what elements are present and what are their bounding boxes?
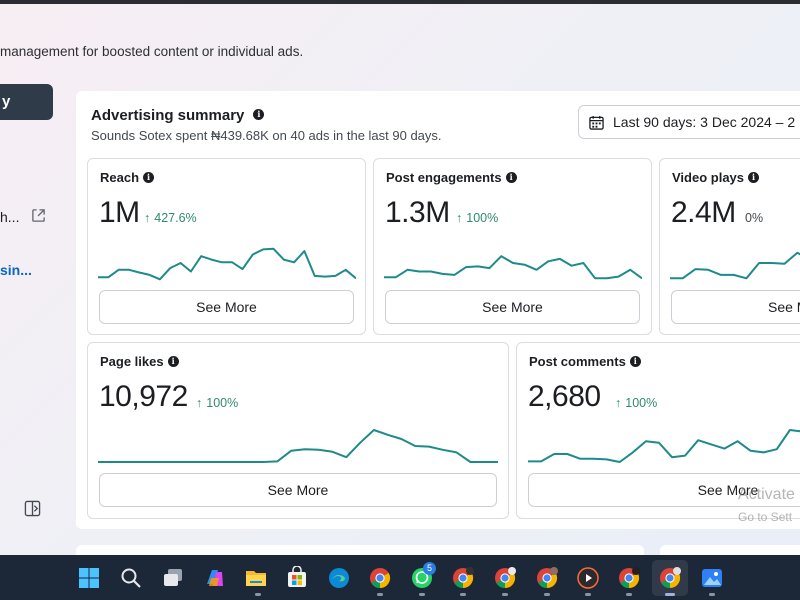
see-more-button[interactable]: See More [99,290,354,324]
advertising-summary-title: Advertising summary i [91,107,265,124]
running-indicator [585,593,591,596]
chrome-profile-icon[interactable] [535,566,559,590]
metric-title-text: Post comments [529,354,626,369]
arrow-up-icon: ↑ [456,211,463,225]
metric-value: 2.4M [671,196,736,229]
info-icon[interactable]: i [629,356,641,368]
metric-change: ↑ 100% [196,396,238,410]
sparkline-path [98,429,498,463]
running-indicator [626,593,632,596]
info-icon[interactable]: i [143,172,155,184]
metric-change: ↑ 100% [456,211,498,225]
date-range-label: Last 90 days: 3 Dec 2024 – 2 M [613,114,800,130]
info-icon[interactable]: i [167,356,179,368]
metric-title-text: Video plays [672,170,745,185]
edge-icon[interactable] [327,566,351,590]
metric-title-text: Post engagements [386,170,502,185]
date-range-button[interactable]: Last 90 days: 3 Dec 2024 – 2 M [578,105,800,139]
metric-value: 2,680 [528,380,601,413]
see-more-button[interactable]: See More [385,290,640,324]
copilot-icon[interactable] [203,566,227,590]
activate-windows-subtext: Go to Sett [738,510,793,524]
arrow-up-icon: ↑ [615,396,622,410]
chrome-icon[interactable] [368,566,392,590]
see-more-button[interactable]: See M [671,290,800,324]
metric-card-post-comments: Post comments i 2,680 ↑ 100% See More [516,342,800,519]
activate-windows-watermark: Activate [738,486,795,503]
running-indicator [377,593,383,596]
metric-title-text: Page likes [100,354,164,369]
file-explorer-icon[interactable] [244,566,268,590]
metric-change-value: 100% [466,211,499,225]
page-likes-sparkline [98,429,498,463]
sparkline-path [98,247,356,281]
search-icon[interactable] [119,566,143,590]
metric-title: Page likes i [100,354,179,369]
arrow-up-icon: ↑ [144,211,151,225]
summary-title-text: Advertising summary [91,107,245,124]
metric-card-page-likes: Page likes i 10,972 ↑ 100% See More [87,342,509,519]
summary-description: Sounds Sotex spent ₦439.68K on 40 ads in… [91,128,442,143]
sparkline-path [384,255,642,280]
info-icon[interactable]: i [748,172,760,184]
metric-change: ↑ 100% [615,396,657,410]
chrome-profile-icon[interactable] [451,566,475,590]
sparkline-path [670,251,800,280]
running-indicator [419,593,425,596]
reach-sparkline [98,247,356,281]
post-comments-sparkline [528,429,800,463]
windows-start-icon[interactable] [77,566,101,590]
video-plays-sparkline [670,251,800,280]
left-primary-button[interactable]: y [0,84,53,120]
chrome-profile-icon[interactable] [493,566,517,590]
metric-value: 10,972 [99,380,188,413]
panel-toggle-icon[interactable] [24,500,41,517]
photos-icon[interactable] [700,566,724,590]
notification-badge: 5 [423,562,436,575]
metric-title-text: Reach [100,170,140,185]
calendar-icon [589,115,604,130]
left-nav-link[interactable]: sin... [0,262,32,278]
metric-change-value: 427.6% [154,211,197,225]
metric-change: ↑ 427.6% [144,211,197,225]
sparkline-path [528,429,800,463]
metric-change-value: 100% [625,396,658,410]
metric-change-value: 100% [206,396,239,410]
metric-card-reach: Reach i 1M ↑ 427.6% See More [87,158,366,335]
running-indicator [460,593,466,596]
chrome-profile-icon[interactable] [617,566,641,590]
running-indicator [544,593,550,596]
info-icon[interactable]: i [505,172,517,184]
microsoft-store-icon[interactable] [285,566,309,590]
info-icon[interactable]: i [253,108,265,120]
page-subtitle: management for boosted content or indivi… [0,44,304,59]
task-view-icon[interactable] [161,566,185,590]
top-bar [0,0,800,4]
see-more-button[interactable]: See More [528,473,800,507]
running-indicator [255,593,261,596]
metric-title: Reach i [100,170,155,185]
metric-title: Post comments i [529,354,641,369]
metric-value: 1.3M [385,196,450,229]
running-indicator [502,593,508,596]
post-engagements-sparkline [384,255,642,280]
chrome-profile-icon[interactable] [658,566,682,590]
metric-title: Post engagements i [386,170,517,185]
external-link-icon[interactable] [31,208,46,223]
running-indicator [709,593,715,596]
left-nav-item[interactable]: h... [0,209,20,225]
metric-title: Video plays i [672,170,760,185]
metric-value: 1M [99,196,140,229]
arrow-up-icon: ↑ [196,396,203,410]
metric-change: 0% [745,211,764,225]
running-indicator [665,593,675,596]
metric-card-post-engagements: Post engagements i 1.3M ↑ 100% See More [373,158,652,335]
see-more-button[interactable]: See More [99,473,497,507]
media-player-icon[interactable] [576,566,600,590]
